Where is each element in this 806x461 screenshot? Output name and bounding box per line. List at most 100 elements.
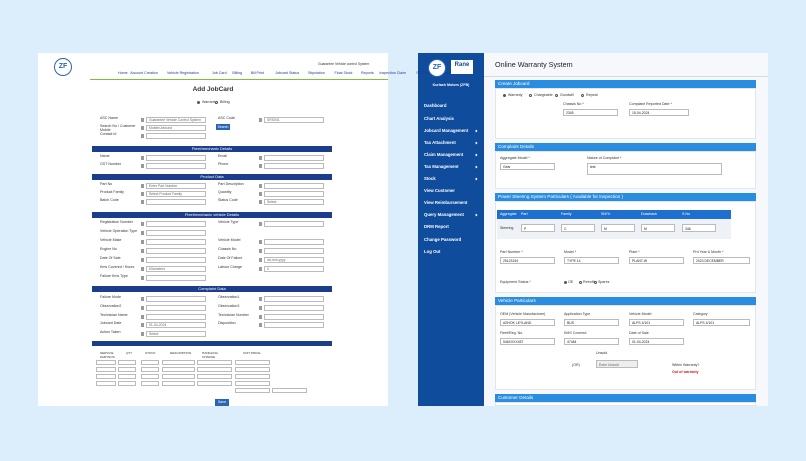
spare-input[interactable] bbox=[235, 360, 270, 365]
spare-input[interactable] bbox=[96, 367, 116, 372]
spare-input[interactable] bbox=[96, 381, 116, 386]
field-input[interactable] bbox=[264, 296, 324, 302]
field-input[interactable] bbox=[146, 199, 206, 205]
spare-input[interactable] bbox=[272, 388, 307, 393]
field-input[interactable] bbox=[264, 239, 324, 245]
field-input[interactable]: SRS001 bbox=[264, 117, 324, 123]
field-input[interactable]: ALPS 4/101 bbox=[693, 319, 750, 326]
field-input[interactable]: TYPE 14 bbox=[564, 257, 619, 264]
field-input[interactable]: 546XXXX457 bbox=[500, 338, 555, 345]
spare-input[interactable] bbox=[197, 360, 232, 365]
field-input[interactable] bbox=[264, 155, 324, 161]
field-input[interactable]: Gear bbox=[500, 163, 555, 170]
nav-link[interactable]: Job Card bbox=[212, 71, 227, 75]
spare-input[interactable] bbox=[118, 374, 136, 379]
spare-input[interactable] bbox=[118, 381, 136, 386]
field-input[interactable] bbox=[146, 239, 206, 245]
ps-select[interactable]: M bbox=[641, 224, 675, 232]
field-input[interactable]: Mobile/Jobcard bbox=[146, 125, 206, 131]
field-input[interactable]: BUS bbox=[564, 319, 619, 326]
spare-input[interactable] bbox=[235, 374, 270, 379]
radio[interactable] bbox=[215, 101, 218, 104]
field-input[interactable] bbox=[264, 248, 324, 254]
ps-select[interactable]: C bbox=[561, 224, 595, 232]
menu-item[interactable]: DRM Report bbox=[424, 224, 449, 229]
field-input[interactable] bbox=[146, 305, 206, 311]
nav-link[interactable]: Bill Print bbox=[250, 71, 264, 75]
spare-input[interactable] bbox=[96, 360, 116, 365]
spare-input[interactable] bbox=[162, 381, 195, 386]
menu-item[interactable]: Chart Analysis bbox=[424, 116, 454, 121]
field-input[interactable] bbox=[264, 322, 324, 328]
spare-input[interactable] bbox=[197, 367, 232, 372]
field-input[interactable]: 47484 bbox=[564, 338, 619, 345]
menu-item[interactable]: Jobcard Management bbox=[424, 128, 469, 133]
spare-input[interactable] bbox=[235, 388, 270, 393]
field-input[interactable] bbox=[146, 230, 206, 236]
spare-input[interactable] bbox=[162, 367, 195, 372]
radio[interactable] bbox=[503, 94, 506, 97]
field-input[interactable]: ASHOK LEYLAND bbox=[500, 319, 555, 326]
field-input[interactable] bbox=[264, 163, 324, 169]
menu-item[interactable]: Query Management bbox=[424, 212, 464, 217]
field-input[interactable] bbox=[146, 163, 206, 169]
menu-item[interactable]: View Reimbursement bbox=[424, 200, 468, 205]
radio[interactable] bbox=[529, 94, 532, 97]
field-input[interactable]: Enter Part Number bbox=[146, 183, 206, 189]
spare-input[interactable] bbox=[162, 374, 195, 379]
menu-item[interactable]: Dashboard bbox=[424, 103, 447, 108]
field-input[interactable] bbox=[146, 275, 206, 281]
field-input[interactable]: Select bbox=[146, 331, 206, 337]
menu-item[interactable]: Log Out bbox=[424, 249, 441, 254]
menu-item[interactable]: Tax Attachment bbox=[424, 140, 456, 145]
nav-link[interactable]: Jobcard Status bbox=[275, 71, 300, 75]
menu-item[interactable]: View Customer bbox=[424, 188, 455, 193]
menu-item[interactable]: Stock bbox=[424, 176, 436, 181]
field-input[interactable]: Guarantee Vehicle Control System bbox=[146, 117, 206, 123]
field-input[interactable] bbox=[146, 133, 206, 139]
field-input[interactable] bbox=[146, 314, 206, 320]
nav-link[interactable]: Account Creation bbox=[130, 71, 158, 75]
radio[interactable] bbox=[564, 281, 567, 284]
nav-link[interactable]: Inspection Claim bbox=[379, 71, 406, 75]
radio[interactable] bbox=[579, 281, 582, 284]
field-input[interactable] bbox=[264, 314, 324, 320]
spare-input[interactable] bbox=[118, 367, 136, 372]
radio[interactable] bbox=[581, 94, 584, 97]
nav-link[interactable]: Float Stock bbox=[334, 71, 353, 75]
field-input[interactable]: PLANT-W bbox=[629, 257, 684, 264]
field-input[interactable] bbox=[146, 155, 206, 161]
spare-input[interactable] bbox=[162, 360, 195, 365]
field-input[interactable] bbox=[264, 191, 324, 197]
field-input[interactable] bbox=[264, 305, 324, 311]
menu-item[interactable]: Claim Management bbox=[424, 152, 464, 157]
field-input[interactable]: ALPS 4/101 bbox=[629, 319, 684, 326]
nav-link[interactable]: Stipulation bbox=[307, 71, 325, 75]
field-input[interactable] bbox=[264, 183, 324, 189]
field-input[interactable] bbox=[146, 296, 206, 302]
spare-input[interactable] bbox=[141, 360, 159, 365]
field-input[interactable] bbox=[146, 248, 206, 254]
spare-input[interactable] bbox=[96, 374, 116, 379]
save-button[interactable]: Save bbox=[215, 399, 229, 406]
radio[interactable] bbox=[197, 101, 200, 104]
spare-input[interactable] bbox=[235, 381, 270, 386]
field-input[interactable] bbox=[146, 221, 206, 227]
field-input[interactable]: 25123154 bbox=[500, 257, 555, 264]
field-input[interactable]: Kilometers bbox=[146, 266, 206, 272]
ps-select[interactable]: M bbox=[601, 224, 635, 232]
field-input[interactable]: 15-04-2024 bbox=[629, 109, 689, 116]
nav-link[interactable]: Home bbox=[118, 71, 128, 75]
unsold-input[interactable]: Enter Unsold bbox=[596, 360, 638, 368]
nav-link[interactable]: SOC Stock bbox=[416, 71, 434, 75]
search-button[interactable]: Search bbox=[216, 124, 230, 130]
ps-select[interactable]: P bbox=[521, 224, 555, 232]
nav-link[interactable]: Vehicle Registration bbox=[167, 71, 199, 75]
field-input[interactable]: 0 bbox=[264, 266, 324, 272]
spare-input[interactable] bbox=[141, 367, 159, 372]
spare-input[interactable] bbox=[235, 367, 270, 372]
field-input[interactable]: 01-04-2024 bbox=[629, 338, 684, 345]
menu-item[interactable]: Change Password bbox=[424, 237, 462, 242]
nav-link[interactable]: Billing bbox=[232, 71, 242, 75]
field-input[interactable]: dd-mm-yyyy bbox=[264, 257, 324, 263]
